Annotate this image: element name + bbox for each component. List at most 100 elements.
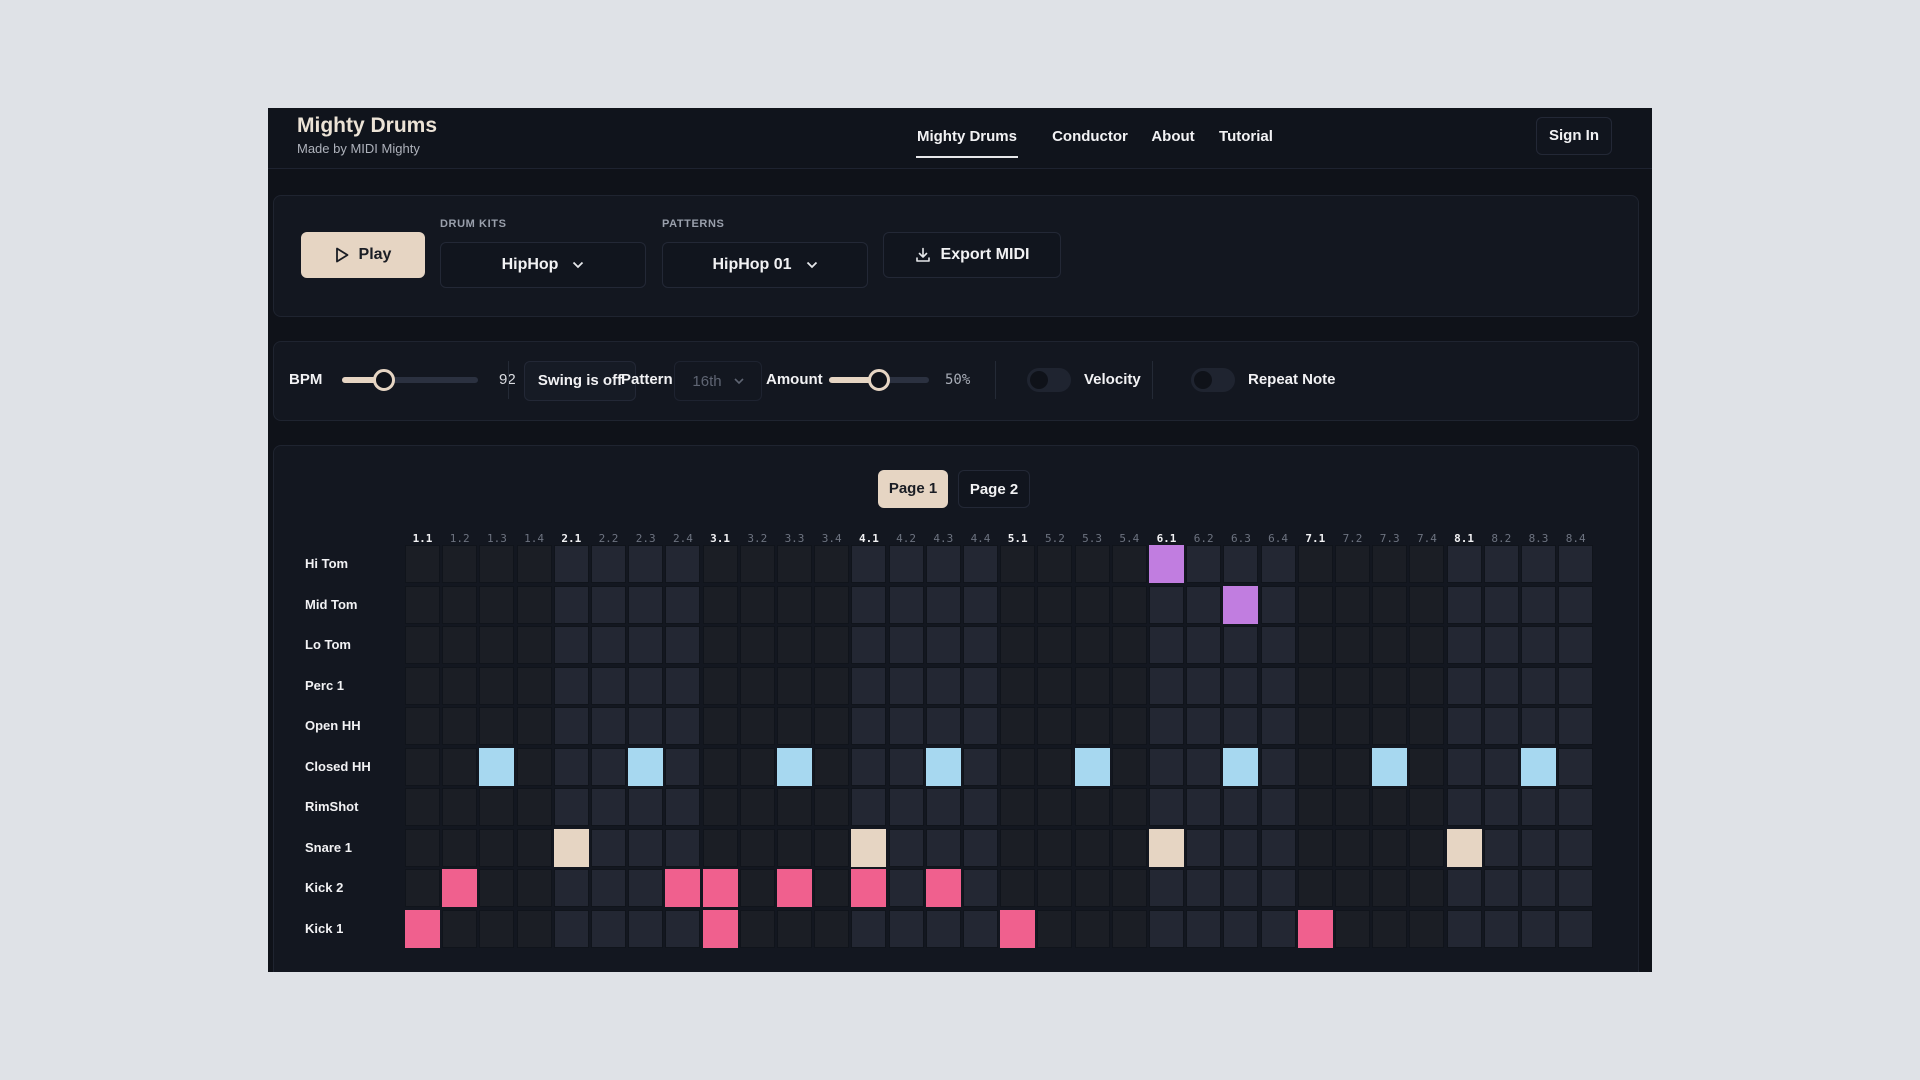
- step-cell[interactable]: [1483, 545, 1519, 583]
- step-cell[interactable]: [1186, 626, 1222, 664]
- step-cell[interactable]: [1558, 747, 1594, 786]
- step-cell[interactable]: [405, 869, 440, 907]
- step-cell[interactable]: [739, 828, 775, 867]
- step-cell[interactable]: [814, 666, 850, 705]
- step-cell[interactable]: [1297, 747, 1333, 786]
- step-cell[interactable]: [1074, 545, 1110, 583]
- step-cell[interactable]: [1446, 585, 1482, 624]
- step-cell[interactable]: [925, 828, 961, 867]
- step-cell[interactable]: [442, 909, 478, 948]
- step-cell[interactable]: [628, 869, 664, 907]
- step-cell[interactable]: [777, 707, 812, 745]
- step-cell[interactable]: [963, 666, 998, 705]
- step-cell[interactable]: [1186, 869, 1222, 907]
- step-cell[interactable]: [1000, 545, 1036, 583]
- step-cell[interactable]: [1483, 909, 1519, 948]
- step-cell[interactable]: [888, 788, 924, 826]
- step-cell[interactable]: [851, 828, 887, 867]
- step-cell[interactable]: [1409, 707, 1445, 745]
- step-cell[interactable]: [1000, 626, 1036, 664]
- step-cell[interactable]: [702, 626, 738, 664]
- nav-mighty-drums[interactable]: Mighty Drums: [916, 122, 1018, 158]
- step-cell[interactable]: [814, 747, 850, 786]
- step-cell[interactable]: [777, 869, 812, 907]
- step-cell[interactable]: [516, 666, 552, 705]
- step-cell[interactable]: [1260, 585, 1296, 624]
- step-cell[interactable]: [1335, 707, 1370, 745]
- step-cell[interactable]: [1260, 747, 1296, 786]
- step-cell[interactable]: [888, 545, 924, 583]
- step-cell[interactable]: [553, 828, 589, 867]
- step-cell[interactable]: [1223, 626, 1259, 664]
- step-cell[interactable]: [1297, 869, 1333, 907]
- step-cell[interactable]: [1149, 666, 1184, 705]
- step-cell[interactable]: [1409, 545, 1445, 583]
- step-cell[interactable]: [739, 707, 775, 745]
- step-cell[interactable]: [702, 666, 738, 705]
- step-cell[interactable]: [777, 585, 812, 624]
- step-cell[interactable]: [405, 545, 440, 583]
- step-cell[interactable]: [1037, 585, 1073, 624]
- step-cell[interactable]: [777, 747, 812, 786]
- step-cell[interactable]: [702, 828, 738, 867]
- step-cell[interactable]: [814, 545, 850, 583]
- step-cell[interactable]: [1335, 869, 1370, 907]
- step-cell[interactable]: [1409, 747, 1445, 786]
- step-cell[interactable]: [702, 707, 738, 745]
- step-cell[interactable]: [591, 585, 626, 624]
- step-cell[interactable]: [925, 909, 961, 948]
- step-cell[interactable]: [925, 869, 961, 907]
- step-cell[interactable]: [888, 909, 924, 948]
- step-cell[interactable]: [925, 707, 961, 745]
- step-cell[interactable]: [628, 909, 664, 948]
- step-cell[interactable]: [851, 747, 887, 786]
- step-cell[interactable]: [1074, 707, 1110, 745]
- step-cell[interactable]: [553, 707, 589, 745]
- step-cell[interactable]: [479, 707, 515, 745]
- step-cell[interactable]: [1446, 707, 1482, 745]
- step-cell[interactable]: [1111, 545, 1147, 583]
- step-cell[interactable]: [516, 747, 552, 786]
- step-cell[interactable]: [665, 828, 701, 867]
- step-cell[interactable]: [925, 747, 961, 786]
- step-cell[interactable]: [628, 666, 664, 705]
- step-cell[interactable]: [1446, 666, 1482, 705]
- step-cell[interactable]: [1223, 585, 1259, 624]
- page-1-tab[interactable]: Page 1: [878, 470, 948, 508]
- step-cell[interactable]: [851, 707, 887, 745]
- step-cell[interactable]: [1372, 585, 1408, 624]
- step-cell[interactable]: [963, 869, 998, 907]
- step-cell[interactable]: [1297, 585, 1333, 624]
- pattern-select[interactable]: HipHop 01: [662, 242, 868, 288]
- step-cell[interactable]: [1149, 747, 1184, 786]
- step-cell[interactable]: [739, 909, 775, 948]
- step-cell[interactable]: [1111, 747, 1147, 786]
- step-cell[interactable]: [925, 545, 961, 583]
- step-cell[interactable]: [1372, 707, 1408, 745]
- step-cell[interactable]: [1223, 909, 1259, 948]
- step-cell[interactable]: [814, 909, 850, 948]
- step-cell[interactable]: [1409, 585, 1445, 624]
- step-cell[interactable]: [1483, 666, 1519, 705]
- step-cell[interactable]: [1149, 545, 1184, 583]
- step-cell[interactable]: [1521, 545, 1556, 583]
- step-cell[interactable]: [1074, 747, 1110, 786]
- step-cell[interactable]: [1558, 909, 1594, 948]
- step-cell[interactable]: [1186, 545, 1222, 583]
- step-cell[interactable]: [1521, 747, 1556, 786]
- step-cell[interactable]: [553, 626, 589, 664]
- step-cell[interactable]: [1037, 788, 1073, 826]
- step-cell[interactable]: [963, 747, 998, 786]
- step-cell[interactable]: [479, 788, 515, 826]
- step-cell[interactable]: [1111, 626, 1147, 664]
- step-cell[interactable]: [1149, 585, 1184, 624]
- step-cell[interactable]: [1037, 707, 1073, 745]
- step-cell[interactable]: [1186, 707, 1222, 745]
- step-cell[interactable]: [702, 909, 738, 948]
- step-cell[interactable]: [479, 666, 515, 705]
- step-cell[interactable]: [628, 788, 664, 826]
- step-cell[interactable]: [1037, 545, 1073, 583]
- step-cell[interactable]: [1223, 828, 1259, 867]
- step-cell[interactable]: [553, 747, 589, 786]
- step-cell[interactable]: [1260, 666, 1296, 705]
